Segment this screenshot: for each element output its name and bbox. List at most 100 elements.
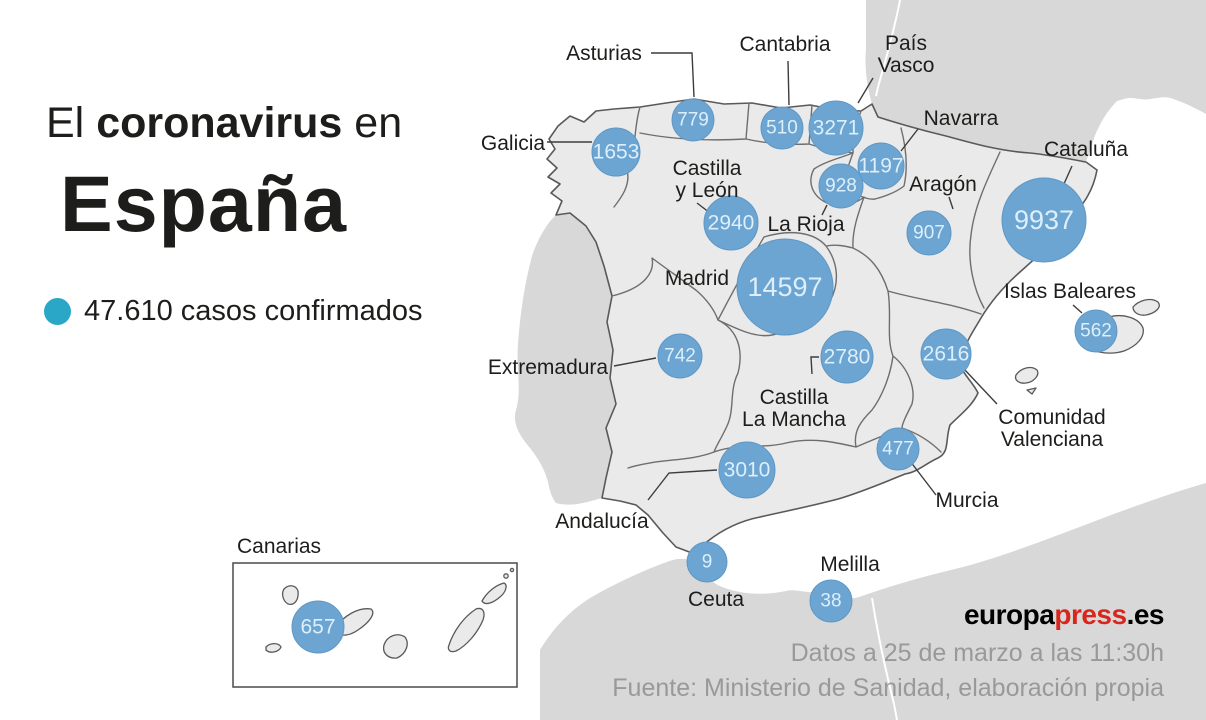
- connector-asturias: [651, 52, 695, 98]
- bubble-value-ceuta: 9: [702, 552, 713, 573]
- legend: 47.610 casos confirmados: [44, 295, 423, 328]
- ibiza-shape: [1014, 366, 1039, 384]
- connector-comunidad-valenciana: [963, 368, 998, 405]
- bubble-madrid: [736, 238, 834, 336]
- brand-logo: europapress.es: [963, 599, 1165, 631]
- bubble-value-aragon: 907: [913, 223, 945, 244]
- label-murcia: Murcia: [935, 489, 998, 512]
- source-caption: Fuente: Ministerio de Sanidad, elaboraci…: [612, 674, 1164, 702]
- bubble-value-la-rioja: 928: [825, 176, 857, 197]
- connector-andalucia: [647, 469, 718, 501]
- bubble-value-galicia: 1653: [593, 141, 640, 164]
- gran-canaria-shape: [382, 634, 408, 659]
- connectors-layer: [547, 52, 1083, 501]
- canarias-inset: [232, 562, 518, 688]
- connector-aragon: [948, 196, 954, 210]
- bubble-value-asturias: 779: [677, 110, 709, 131]
- title-block: El coronavirus en España: [46, 102, 402, 248]
- bubble-value-castilla-la-mancha: 2780: [824, 346, 871, 369]
- label-extremadura: Extremadura: [488, 356, 609, 379]
- legend-label: 47.610 casos confirmados: [84, 295, 423, 327]
- bubble-value-cantabria: 510: [766, 118, 798, 139]
- lanzarote-islet-1: [503, 573, 509, 579]
- label-comunidad-valenciana: Comunidad Valenciana: [998, 406, 1105, 451]
- bubble-comunidad-valenciana: [920, 328, 972, 380]
- bubble-andalucia: [718, 441, 776, 499]
- menorca-shape: [1132, 298, 1160, 316]
- bubble-la-rioja: [818, 163, 864, 209]
- connector-cantabria: [787, 60, 790, 106]
- bubble-value-canarias: 657: [300, 616, 335, 639]
- france-river: [875, 0, 901, 97]
- bubble-canarias: [291, 600, 345, 654]
- bubble-value-melilla: 38: [820, 591, 841, 612]
- brand-part-es: .es: [1126, 599, 1165, 630]
- data-date-caption: Datos a 25 de marzo a las 11:30h: [790, 639, 1164, 667]
- bubble-value-comunidad-valenciana: 2616: [923, 343, 970, 366]
- label-galicia: Galicia: [481, 132, 546, 155]
- bubble-cataluna: [1001, 177, 1087, 263]
- france-shape: [865, 0, 1206, 162]
- brand-part-europa: europa: [963, 599, 1055, 630]
- bubble-islas-baleares: [1074, 309, 1118, 353]
- bubble-aragon: [906, 210, 952, 256]
- bubble-value-andalucia: 3010: [724, 459, 771, 482]
- label-aragon: Aragón: [909, 173, 977, 196]
- connector-pais-vasco: [857, 77, 874, 104]
- bubble-value-cataluna: 9937: [1014, 205, 1074, 235]
- label-castilla-y-leon: Castilla y León: [673, 157, 742, 202]
- lanzarote-islet-2: [509, 567, 515, 573]
- bubble-ceuta: [686, 541, 728, 583]
- lanzarote-shape: [481, 582, 507, 605]
- label-cantabria: Cantabria: [739, 33, 830, 56]
- bubble-value-murcia: 477: [882, 439, 914, 460]
- bubble-galicia: [591, 127, 641, 177]
- africa-border-line: [871, 597, 898, 720]
- bubble-cantabria: [760, 106, 804, 150]
- bubble-value-castilla-y-leon: 2940: [708, 212, 755, 235]
- bubble-value-navarra: 1197: [858, 155, 903, 178]
- bubble-value-madrid: 14597: [747, 272, 822, 302]
- bubble-value-extremadura: 742: [664, 346, 696, 367]
- bubble-pais-vasco: [808, 100, 864, 156]
- label-asturias: Asturias: [566, 42, 642, 65]
- el-hierro-shape: [265, 642, 282, 653]
- label-canarias: Canarias: [237, 535, 321, 558]
- bubble-asturias: [671, 98, 715, 142]
- connector-la-rioja: [821, 204, 828, 216]
- fuerteventura-shape: [447, 607, 485, 653]
- label-navarra: Navarra: [924, 107, 999, 130]
- label-castilla-la-mancha: Castilla La Mancha: [742, 386, 846, 431]
- bubble-value-islas-baleares: 562: [1080, 321, 1112, 342]
- title-prefix: El: [46, 99, 97, 147]
- label-la-rioja: La Rioja: [767, 213, 844, 236]
- label-andalucia: Andalucía: [555, 510, 649, 533]
- label-islas-baleares: Islas Baleares: [1004, 280, 1136, 303]
- title-suffix: en: [342, 99, 403, 147]
- label-ceuta: Ceuta: [688, 588, 744, 611]
- connector-murcia: [909, 460, 937, 496]
- bubble-navarra: [857, 142, 905, 190]
- la-palma-shape: [281, 585, 299, 605]
- spain-shape: [546, 98, 1098, 554]
- connector-extremadura: [613, 357, 657, 367]
- labels-layer: Galicia Asturias Cantabria País Vasco Navarra…: [237, 32, 1136, 611]
- label-madrid: Madrid: [665, 267, 729, 290]
- bubble-melilla: [809, 579, 853, 623]
- title-country: España: [60, 159, 348, 248]
- bubble-castilla-y-leon: [703, 195, 759, 251]
- title-line1: El coronavirus en: [46, 102, 402, 145]
- bubble-value-pais-vasco: 3271: [813, 117, 860, 140]
- title-keyword: coronavirus: [96, 99, 343, 147]
- brand-part-press: press: [1054, 599, 1127, 630]
- connector-cataluna: [1062, 165, 1073, 187]
- label-pais-vasco: País Vasco: [878, 32, 935, 77]
- legend-dot-icon: [44, 298, 71, 325]
- connector-islas-baleares: [1072, 304, 1083, 314]
- formentera-shape: [1026, 387, 1037, 395]
- connector-castilla-la-mancha: [810, 356, 819, 375]
